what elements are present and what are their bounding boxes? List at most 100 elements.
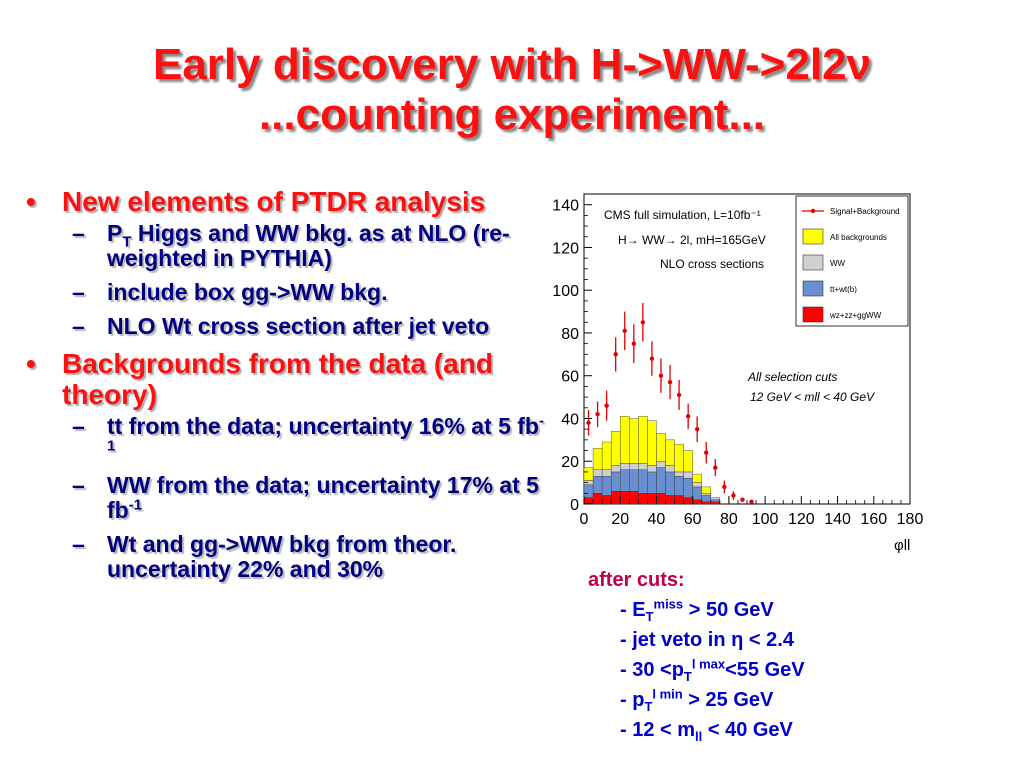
axes: 0 20 40 60 80 100 120 140 0 20 40 60 80 100 120 140 160 1…	[552, 193, 924, 528]
cut-jet-veto: - jet veto in η < 2.4	[588, 625, 1008, 655]
bar-wz-zz-ggww	[601, 495, 612, 505]
bar-all-backgrounds	[629, 418, 639, 464]
x-tick-label: 100	[752, 511, 779, 528]
y-tick-label: 140	[552, 198, 579, 215]
bar-tt-wt-b-	[647, 471, 657, 494]
subbullet-text: WW from the data; uncertainty 17% at 5 f…	[107, 472, 539, 523]
bar-tt-wt-b-	[710, 499, 721, 503]
bar-all-backgrounds	[610, 431, 621, 466]
superscript: -1	[107, 412, 544, 455]
cut-pt-max: - 30 <pTl max<55 GeV	[588, 655, 1008, 685]
data-point	[649, 356, 655, 361]
bar-ww	[638, 463, 648, 470]
y-tick-label: 0	[570, 497, 579, 514]
subbullet-wt-gg-theory: – Wt and gg->WW bkg from theor. uncertai…	[22, 532, 552, 582]
bar-wz-zz-ggww	[701, 501, 711, 505]
bar-tt-wt-b-	[601, 476, 612, 496]
x-axis-label: φll	[894, 537, 910, 554]
bar-all-backgrounds	[674, 443, 684, 473]
bar-all-backgrounds	[601, 441, 612, 470]
subbullet-pt-higgs: – PT Higgs and WW bkg. as at NLO (re-wei…	[22, 221, 552, 271]
bar-ww	[620, 463, 630, 470]
subscript: ll	[695, 729, 703, 744]
bullet-list: • New elements of PTDR analysis – PT Hig…	[22, 186, 552, 591]
bar-ww	[610, 465, 621, 473]
cut-text-pre: - p	[620, 689, 645, 711]
legend-marker	[810, 208, 816, 214]
y-tick-label: 60	[561, 369, 579, 386]
x-tick-label: 180	[897, 511, 924, 528]
subbullet-text: tt from the data; uncertainty 16% at 5 f…	[107, 413, 539, 439]
legend-swatch	[802, 306, 824, 323]
label-mll-range: 12 GeV < mll < 40 GeV	[750, 390, 875, 404]
bullet-text: Backgrounds from the data (and theory)	[62, 348, 493, 410]
label-higgs-mass: H→ WW→ 2l, mH=165GeV	[618, 233, 766, 247]
bar-tt-wt-b-	[610, 471, 621, 492]
title-line-1: Early discovery with H->WW->2l2ν	[152, 40, 872, 89]
cut-mll: - 12 < mll < 40 GeV	[588, 715, 1008, 745]
x-tick-label: 40	[648, 511, 666, 528]
x-tick-label: 0	[580, 511, 589, 528]
data-point	[722, 484, 727, 490]
dash: –	[72, 531, 85, 557]
cut-text-post: <55 GeV	[725, 659, 805, 681]
label-nlo: NLO cross sections	[660, 257, 764, 271]
dash: –	[72, 220, 85, 246]
bar-all-backgrounds	[647, 420, 657, 466]
bullet-dot: •	[26, 186, 36, 217]
cuts-heading: after cuts:	[588, 569, 685, 591]
title-line-2: ...counting experiment...	[258, 90, 766, 139]
legend-label: Signal+Background	[830, 207, 900, 216]
x-tick-label: 160	[860, 511, 887, 528]
bullet-text: New elements of PTDR analysis	[62, 186, 486, 217]
cut-text-pre: - 30 <p	[620, 659, 684, 681]
bar-tt-wt-b-	[665, 471, 675, 496]
bar-wz-zz-ggww	[638, 493, 648, 505]
bar-tt-wt-b-	[692, 486, 702, 500]
superscript: -1	[128, 496, 143, 514]
chart-svg: 0 20 40 60 80 100 120 140 0 20 40 60 80 100 120 140 160 1…	[552, 193, 924, 554]
bar-tt-wt-b-	[583, 484, 594, 498]
y-tick-label: 100	[552, 283, 579, 300]
data-point	[640, 320, 646, 325]
dash: –	[72, 413, 85, 439]
bar-ww	[692, 482, 702, 488]
superscript: miss	[653, 596, 684, 612]
bar-tt-wt-b-	[638, 469, 648, 494]
bar-tt-wt-b-	[656, 467, 666, 494]
label-selection-cuts: All selection cuts	[747, 370, 837, 384]
bullet-dot: •	[26, 348, 36, 379]
bar-wz-zz-ggww	[583, 497, 594, 505]
bar-ww	[592, 469, 603, 477]
bar-wz-zz-ggww	[665, 495, 675, 505]
x-tick-label: 60	[684, 511, 702, 528]
bar-tt-wt-b-	[629, 469, 639, 492]
chart-legend: Signal+Background All backgrounds WW tt+wt(…	[795, 195, 909, 327]
dash: –	[72, 279, 85, 305]
data-point	[613, 352, 618, 357]
data-point	[740, 497, 745, 502]
bar-ww	[656, 461, 666, 468]
bar-ww	[665, 465, 675, 473]
legend-swatch	[802, 254, 824, 271]
superscript: l max	[691, 656, 726, 672]
cuts-list: after cuts: - ETmiss > 50 GeV - jet veto…	[588, 565, 1008, 745]
bullet-new-elements: • New elements of PTDR analysis	[22, 186, 552, 217]
cut-text-post: < 40 GeV	[702, 719, 793, 741]
subscript: T	[644, 699, 653, 714]
cut-pt-min: - pTl min > 25 GeV	[588, 685, 1008, 715]
bar-wz-zz-ggww	[656, 493, 666, 505]
subbullet-text-pre: P	[107, 220, 123, 246]
bar-ww	[647, 465, 657, 473]
bar-all-backgrounds	[592, 448, 603, 470]
x-tick-label: 80	[720, 511, 738, 528]
bar-wz-zz-ggww	[710, 501, 721, 505]
bar-all-backgrounds	[638, 416, 648, 464]
bar-tt-wt-b-	[620, 469, 630, 492]
data-point	[595, 412, 600, 417]
bar-ww	[710, 497, 721, 500]
x-tick-label: 120	[788, 511, 815, 528]
subscript: T	[645, 609, 654, 624]
label-cms-simulation: CMS full simulation, L=10fb⁻¹	[604, 208, 761, 222]
subbullet-text: NLO Wt cross section after jet veto	[107, 313, 490, 339]
